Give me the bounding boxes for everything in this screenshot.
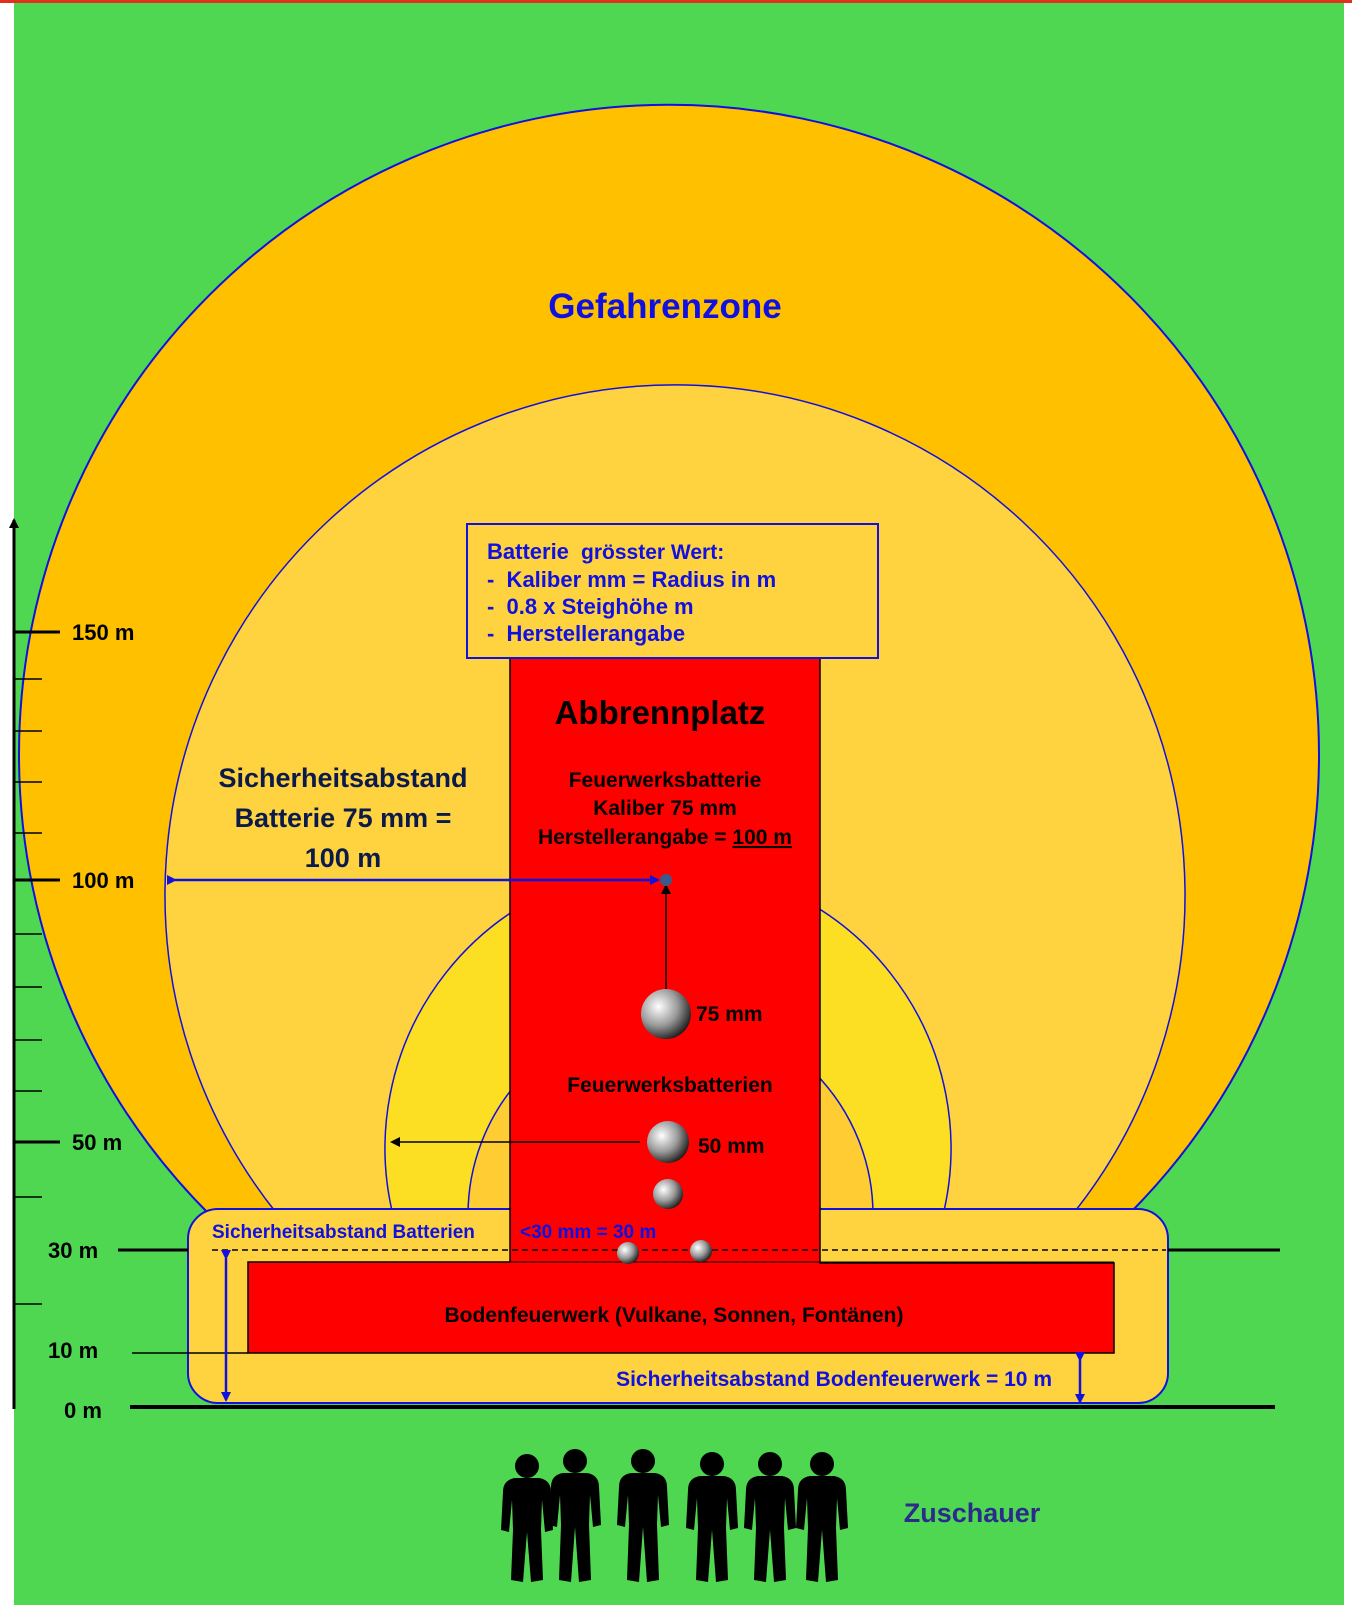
safety-batteries-small-label: <30 mm = 30 m <box>520 1222 656 1243</box>
shell-small-3 <box>690 1240 712 1262</box>
person-silhouette-6 <box>796 1452 848 1582</box>
safety-ground-label: Sicherheitsabstand Bodenfeuerwerk = 10 m <box>616 1368 1052 1391</box>
safety-distance-line-2: Batterie 75 mm = <box>235 803 452 833</box>
shell-small-2 <box>617 1242 639 1264</box>
safety-distance-line-3: 100 m <box>305 843 382 873</box>
battery-caliber: Kaliber 75 mm <box>593 797 737 820</box>
info-box <box>466 523 879 659</box>
info-box-title-rest: grösster Wert: <box>581 541 724 564</box>
shell-50mm-label: 50 mm <box>698 1135 765 1158</box>
shell-50mm <box>647 1121 689 1163</box>
shell-75mm <box>641 989 691 1039</box>
minor-ticks <box>14 678 42 1305</box>
tick-label-0m: 0 m <box>64 1398 102 1423</box>
danger-zone-title: Gefahrenzone <box>548 287 781 326</box>
tick-label-10m: 10 m <box>48 1338 98 1363</box>
battery-spec-value: 100 m <box>732 826 792 849</box>
safety-batteries-label: Sicherheitsabstand Batterien <box>212 1222 475 1243</box>
info-box-line-1: - Kaliber mm = Radius in m <box>487 567 776 592</box>
person-silhouette-5 <box>744 1452 796 1582</box>
safety-distance-line-1: Sicherheitsabstand <box>218 763 467 793</box>
person-silhouette-3 <box>617 1449 669 1582</box>
ground-fireworks-label: Bodenfeuerwerk (Vulkane, Sonnen, Fontäne… <box>445 1304 904 1327</box>
tick-label-150m: 150 m <box>72 620 134 645</box>
info-box-line-3: - Herstellerangabe <box>487 621 685 646</box>
battery-spec: Herstellerangabe = 100 m <box>538 826 792 849</box>
audience-silhouettes <box>501 1449 848 1582</box>
burn-site-title: Abbrennplatz <box>555 694 766 731</box>
shell-small-1 <box>653 1179 683 1209</box>
audience-label: Zuschauer <box>904 1498 1041 1528</box>
info-box-title-bold: Batterie <box>487 539 569 564</box>
burst-point <box>660 874 672 886</box>
tick-label-30m: 30 m <box>48 1238 98 1263</box>
info-box-line-2: - 0.8 x Steighöhe m <box>487 594 694 619</box>
batteries-plural-label: Feuerwerksbatterien <box>567 1074 772 1097</box>
person-silhouette-1 <box>501 1454 553 1582</box>
person-silhouette-2 <box>549 1449 601 1582</box>
shell-75mm-label: 75 mm <box>696 1003 763 1026</box>
major-ticks <box>14 630 60 1144</box>
person-silhouette-4 <box>686 1452 738 1582</box>
tick-label-50m: 50 m <box>72 1130 122 1155</box>
battery-spec-prefix: Herstellerangabe = <box>538 826 732 849</box>
tick-label-100m: 100 m <box>72 868 134 893</box>
battery-title: Feuerwerksbatterie <box>569 769 762 792</box>
info-box-title: Batterie grösster Wert: <box>487 539 724 564</box>
